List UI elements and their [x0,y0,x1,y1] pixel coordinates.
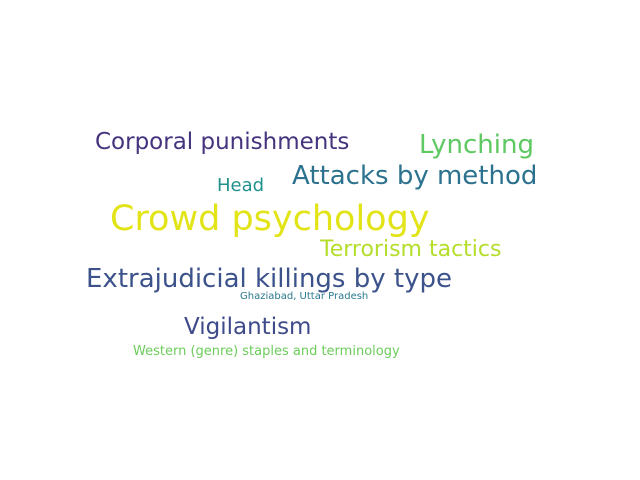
word-ghaziabad-uttar-pradesh: Ghaziabad, Uttar Pradesh [240,291,369,302]
word-corporal-punishments: Corporal punishments [95,129,350,155]
word-extrajudicial-killings-by-type: Extrajudicial killings by type [86,264,452,294]
word-vigilantism: Vigilantism [184,314,312,340]
word-terrorism-tactics: Terrorism tactics [320,237,502,262]
word-crowd-psychology: Crowd psychology [110,199,430,239]
word-attacks-by-method: Attacks by method [292,161,538,191]
word-head: Head [217,175,265,196]
word-lynching: Lynching [419,130,534,160]
word-western-genre-staples: Western (genre) staples and terminology [133,344,400,359]
